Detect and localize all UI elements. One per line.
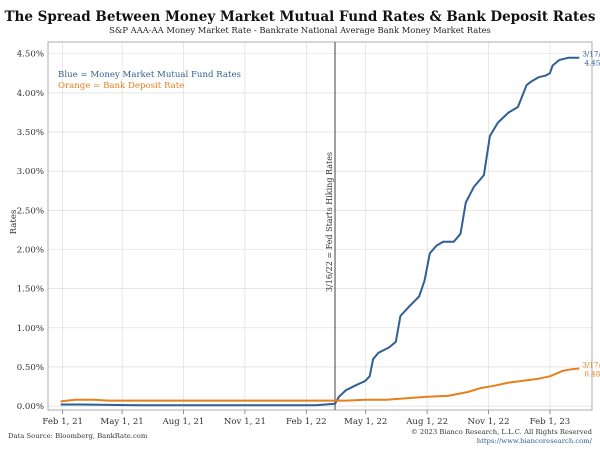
legend-entry-orange: Orange = Bank Deposit Rate xyxy=(58,81,184,91)
bank-deposit-end-value-label: 0.48% xyxy=(584,370,600,379)
grid-lines xyxy=(48,42,592,410)
y-tick-label: 3.50% xyxy=(17,128,44,138)
y-tick-label: 2.00% xyxy=(17,245,44,255)
x-tick-label: Nov 1, 21 xyxy=(224,417,266,427)
x-tick-label: Feb 1, 23 xyxy=(530,417,571,427)
chart-subtitle: S&P AAA-AA Money Market Rate - Bankrate … xyxy=(109,25,491,35)
bank-deposit-end-date-label: 3/17/23 xyxy=(582,361,600,370)
end-labels: 3/17/234.45%3/17/230.48% xyxy=(582,50,600,379)
y-tick-label: 4.00% xyxy=(17,89,44,99)
footer-url[interactable]: https://www.biancoresearch.com/ xyxy=(477,437,593,445)
x-tick-label: Aug 1, 21 xyxy=(162,417,205,427)
y-tick-label: 1.50% xyxy=(17,285,44,295)
y-tick-label: 3.00% xyxy=(17,167,44,177)
y-tick-label: 2.50% xyxy=(17,206,44,216)
money-market-fund-end-date-label: 3/17/23 xyxy=(582,50,600,59)
y-axis-ticks: 0.00% 0.50% 1.00% 1.50% 2.00% 2.50% 3.00% 3.50%… xyxy=(17,50,44,412)
legend-entry-blue: Blue = Money Market Mutual Fund Rates xyxy=(58,70,241,80)
y-axis-label: Rates xyxy=(9,210,19,235)
x-tick-label: Aug 1, 22 xyxy=(405,417,448,427)
y-tick-label: 1.00% xyxy=(17,324,44,334)
x-axis-ticks: Feb 1, 21 May 1, 21 Aug 1, 21 Nov 1, 21 Feb … xyxy=(42,410,570,427)
y-tick-label: 4.50% xyxy=(17,50,44,60)
fed-hike-annotation: 3/16/22 = Fed Starts Hiking Rates xyxy=(325,152,334,292)
series-lines xyxy=(60,56,580,407)
y-tick-label: 0.00% xyxy=(17,402,44,412)
money-market-fund-line xyxy=(60,56,580,407)
money-market-fund-end-value-label: 4.45% xyxy=(584,59,600,68)
x-tick-label: Feb 1, 22 xyxy=(286,417,327,427)
y-tick-label: 0.50% xyxy=(17,363,44,373)
annotations: 3/16/22 = Fed Starts Hiking Rates xyxy=(325,42,336,410)
x-tick-label: May 1, 21 xyxy=(100,417,143,427)
x-tick-label: May 1, 22 xyxy=(344,417,387,427)
footer-source: Data Source: Bloomberg, BankRate.com xyxy=(8,432,148,440)
x-tick-label: Nov 1, 22 xyxy=(467,417,509,427)
chart-title: The Spread Between Money Market Mutual F… xyxy=(5,9,596,25)
bank-deposit-line xyxy=(60,367,580,403)
x-tick-label: Feb 1, 21 xyxy=(42,417,83,427)
footer-copyright: © 2023 Bianco Research, L.L.C. All Right… xyxy=(411,428,593,436)
plot-frame xyxy=(47,41,593,411)
